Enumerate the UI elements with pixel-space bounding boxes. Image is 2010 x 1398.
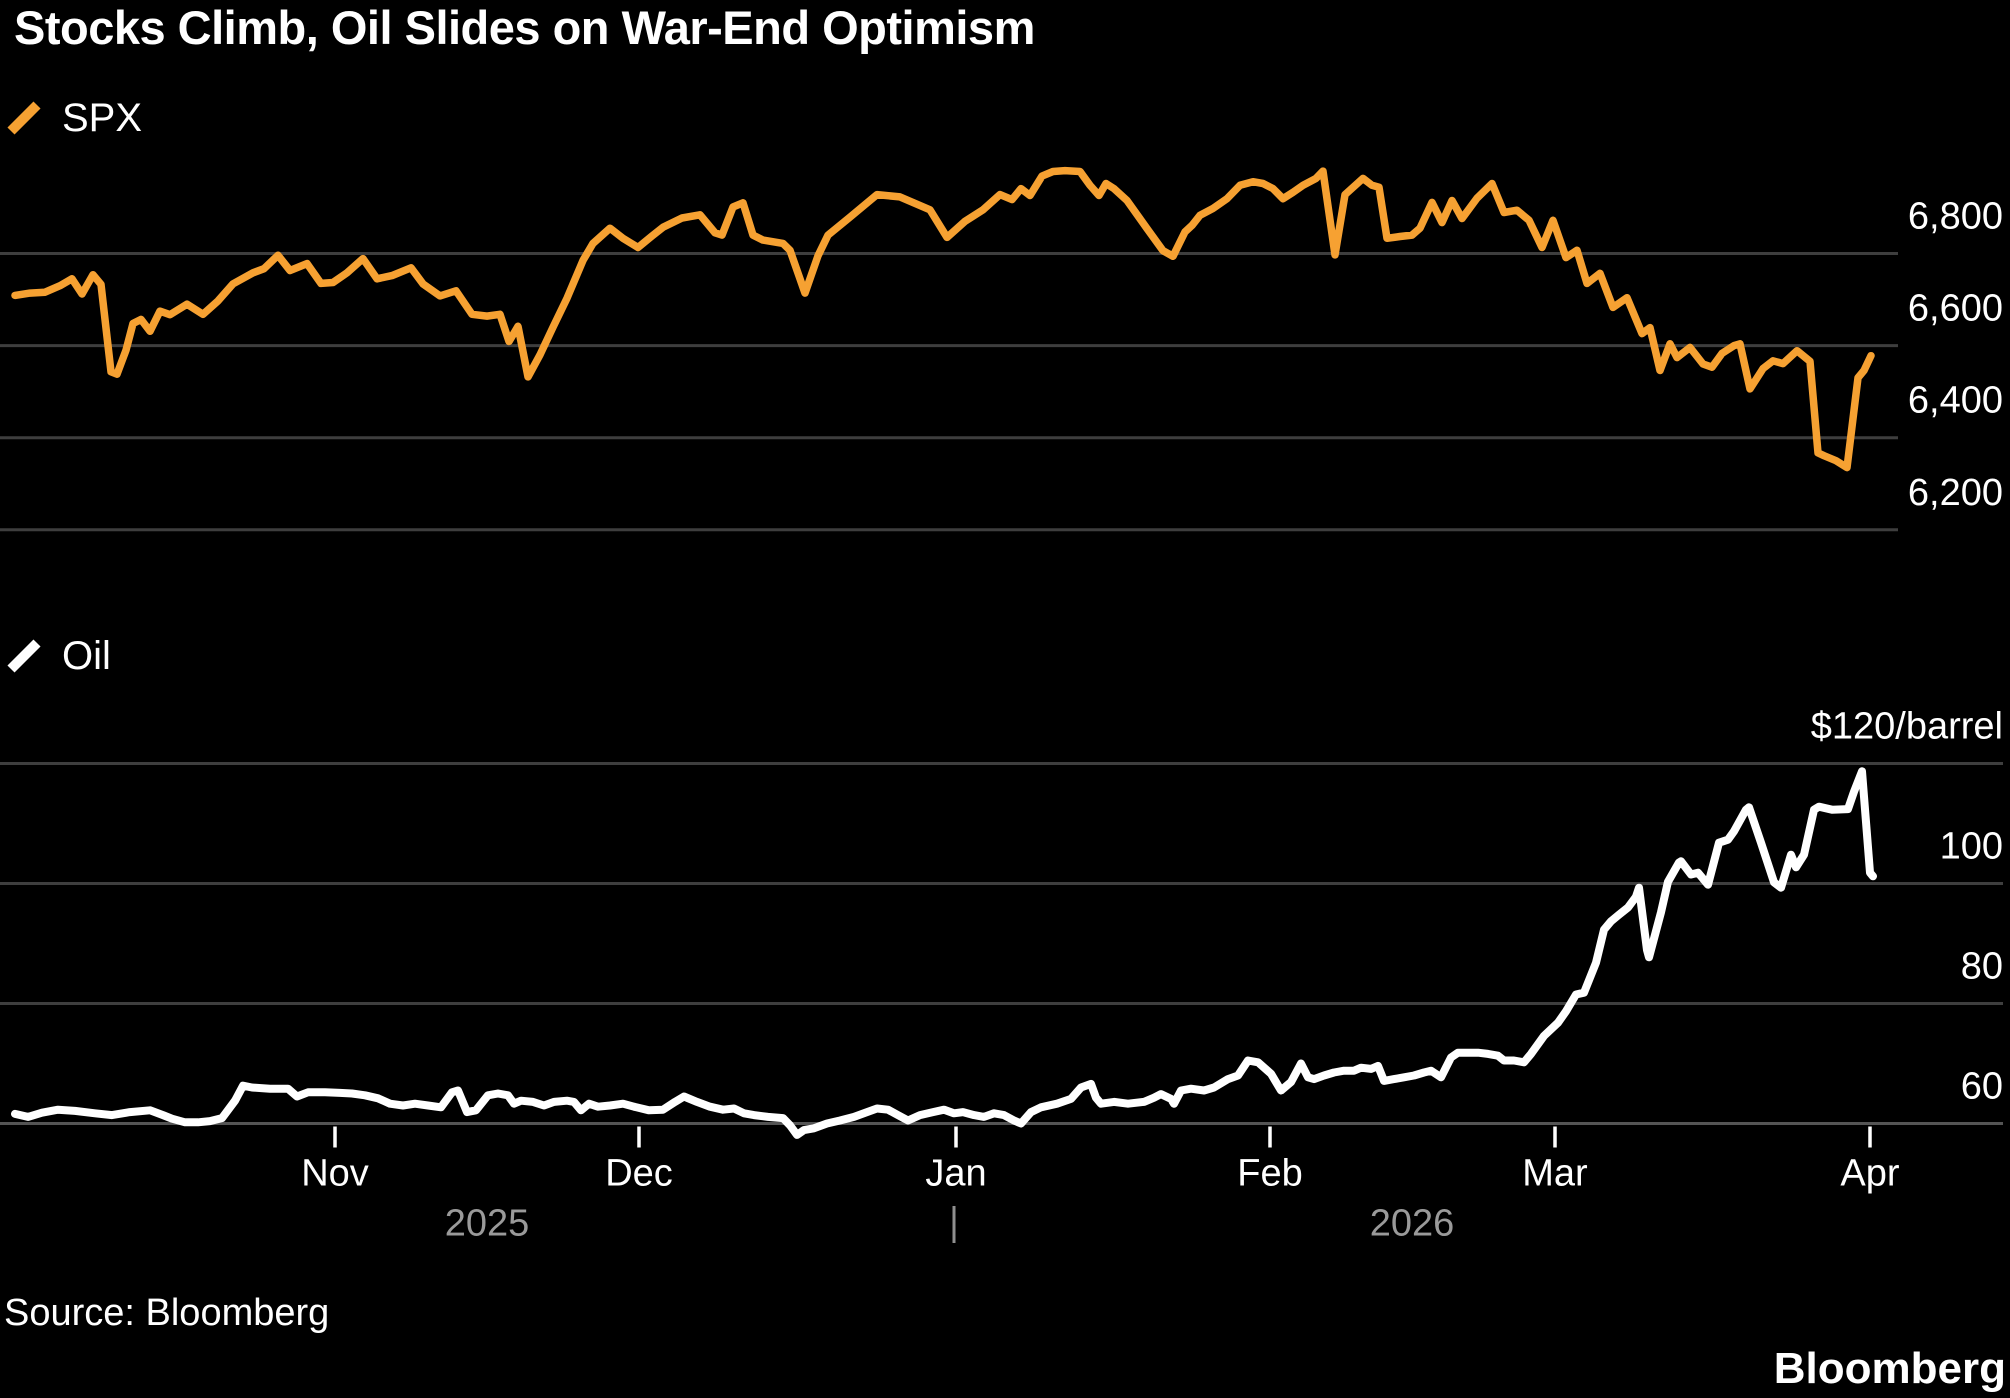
y-axis-label: 6,600 <box>1908 288 2003 330</box>
month-label: Feb <box>1237 1153 1302 1195</box>
month-label: Apr <box>1840 1153 1899 1195</box>
y-axis-label: 60 <box>1961 1066 2003 1108</box>
bloomberg-logo: Bloomberg <box>1773 1344 2006 1393</box>
chart-title: Stocks Climb, Oil Slides on War-End Opti… <box>14 1 1035 54</box>
y-axis-label: 6,400 <box>1908 380 2003 422</box>
legend-spx: SPX <box>6 95 143 140</box>
y-axis-label: $120/barrel <box>1811 706 2003 748</box>
y-axis-label: 6,800 <box>1908 196 2003 238</box>
legend-oil-label: Oil <box>62 633 111 678</box>
month-label: Mar <box>1522 1153 1588 1195</box>
oil-line-swatch-icon <box>7 639 41 673</box>
oil-series-line <box>11 767 1877 1139</box>
y-axis-label: 80 <box>1961 946 2003 988</box>
month-label: Nov <box>301 1153 369 1195</box>
year-label: 2025 <box>445 1203 530 1245</box>
legend-oil: Oil <box>6 633 111 678</box>
legend-spx-label: SPX <box>62 95 143 140</box>
spx-series-line <box>11 166 1875 472</box>
year-label: 2026 <box>1370 1203 1455 1245</box>
y-axis-label: 100 <box>1940 826 2003 868</box>
month-label: Dec <box>605 1153 673 1195</box>
source-credit: Source: Bloomberg <box>4 1292 330 1334</box>
month-label: Jan <box>925 1153 986 1195</box>
y-axis-label: 6,200 <box>1908 472 2003 514</box>
spx-line-swatch-icon <box>7 101 41 135</box>
